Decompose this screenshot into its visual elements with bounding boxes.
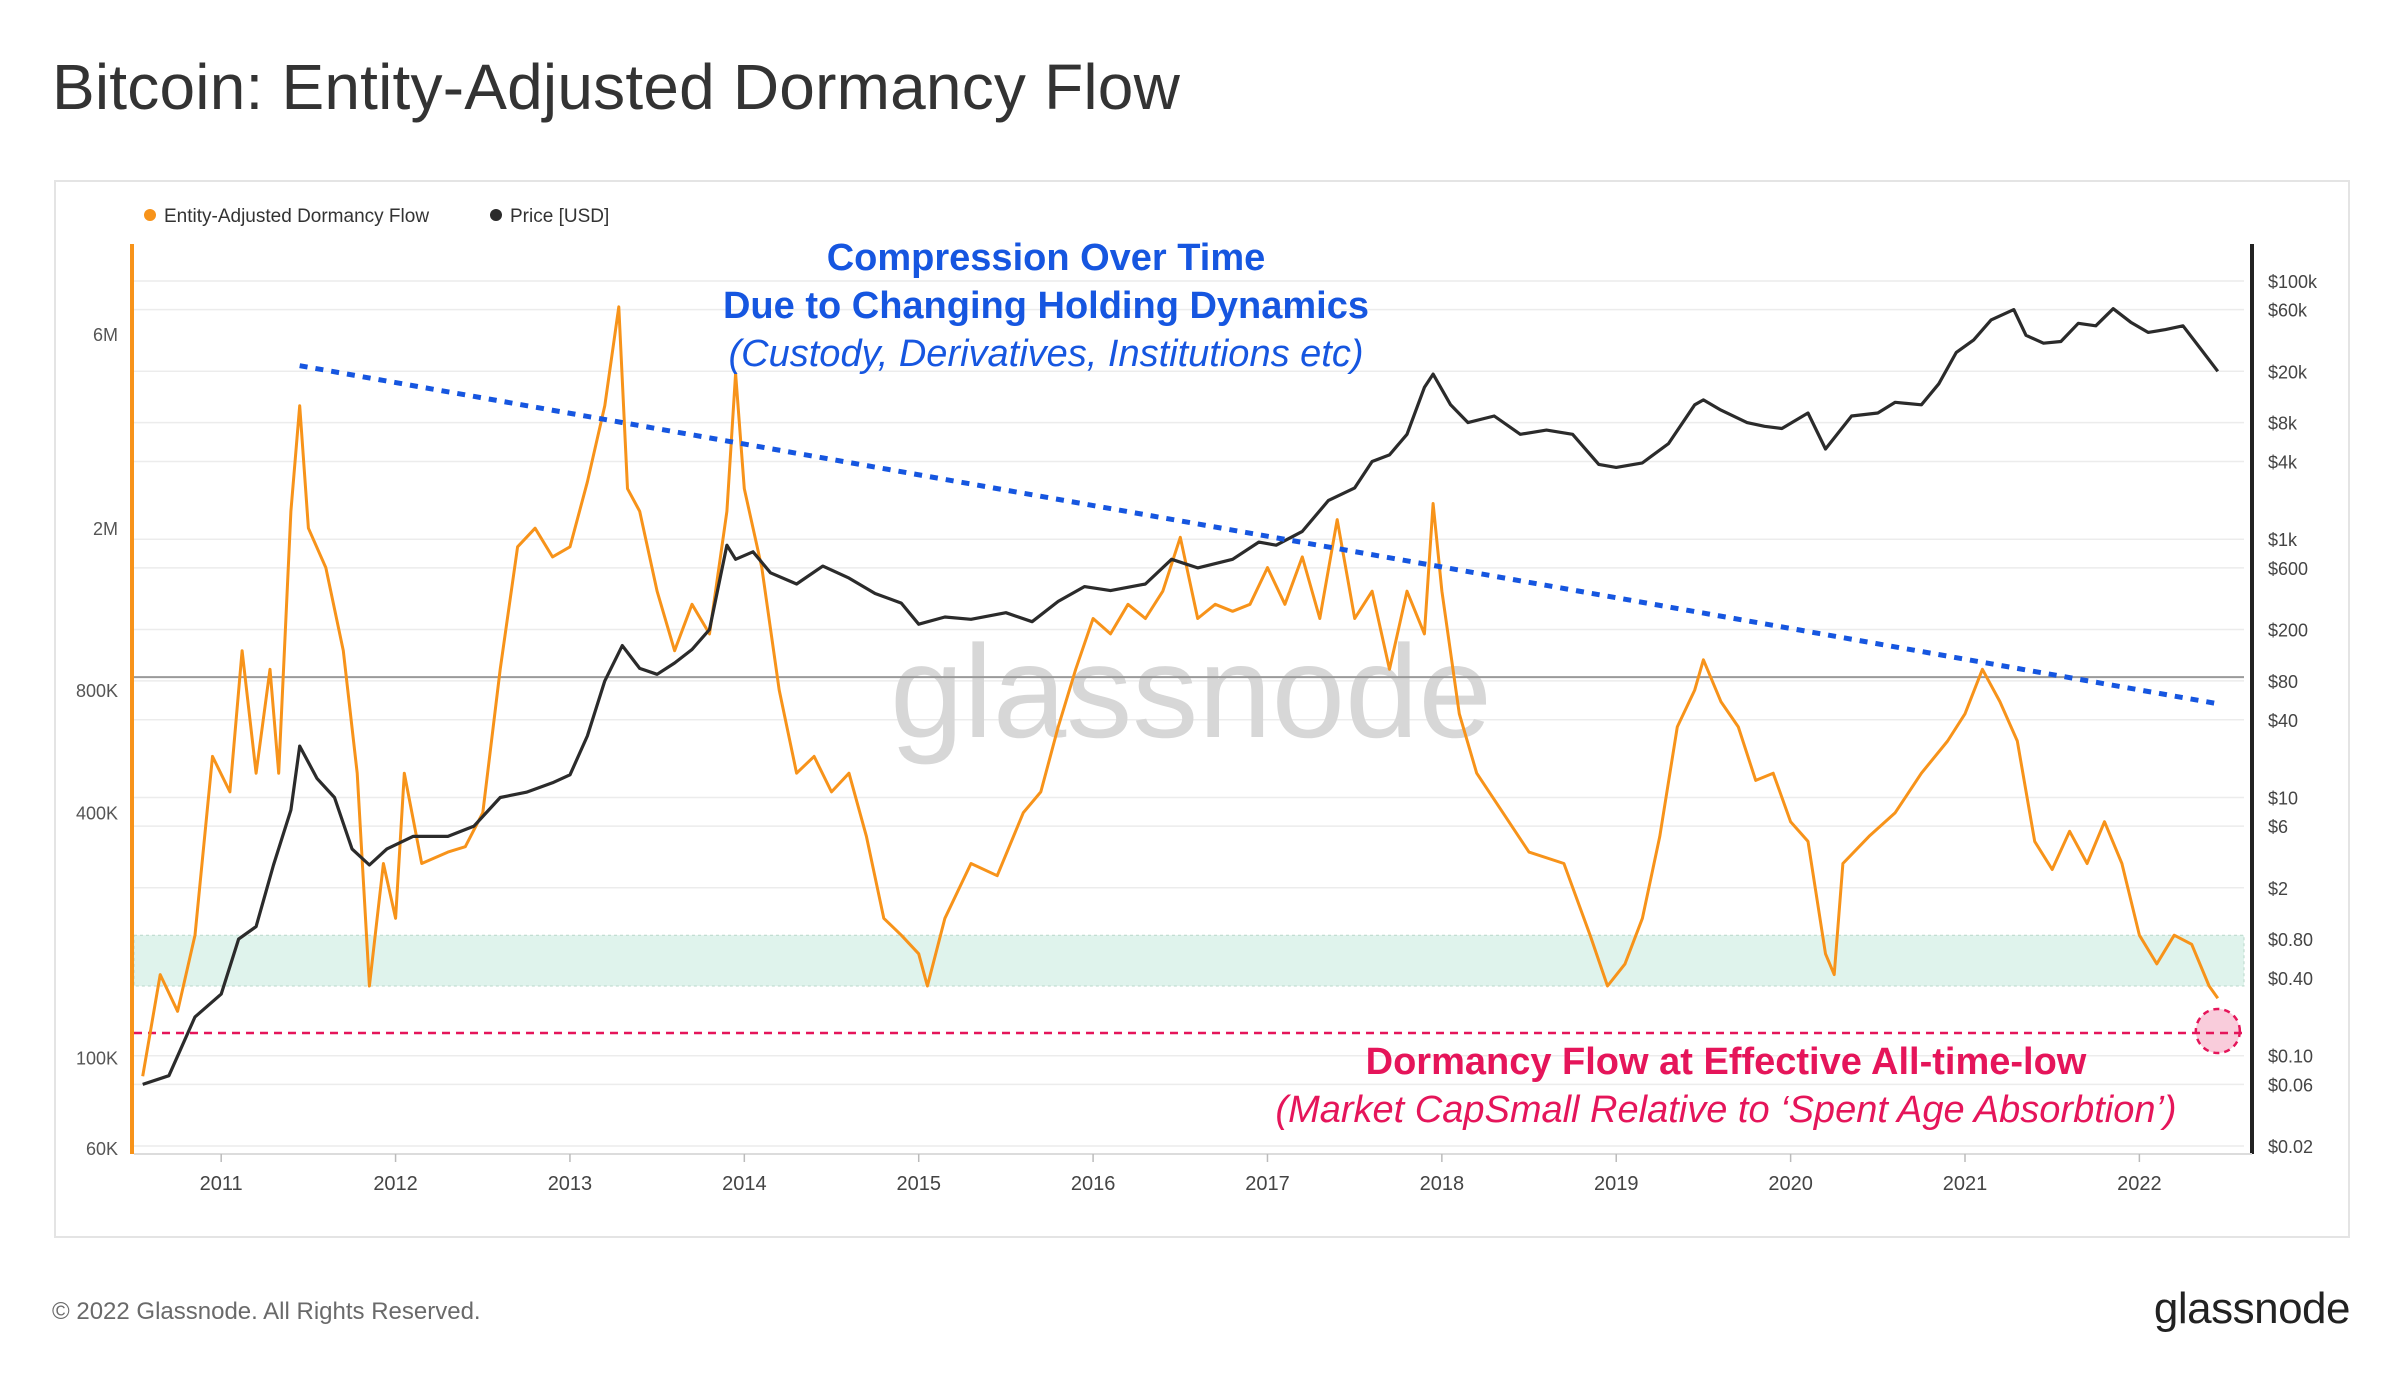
right-tick-label: $100k: [2268, 272, 2318, 292]
right-tick-label: $0.06: [2268, 1075, 2313, 1095]
right-tick-label: $2: [2268, 879, 2288, 899]
trend-title-line-2: Due to Changing Holding Dynamics: [723, 285, 1369, 327]
right-tick-label: $20k: [2268, 362, 2308, 382]
right-tick-label: $6: [2268, 817, 2288, 837]
right-tick-label: $80: [2268, 672, 2298, 692]
dormancy-flow-line: [141, 305, 2220, 1077]
right-tick-label: $0.80: [2268, 930, 2313, 950]
atl-title: Dormancy Flow at Effective All-time-low: [1366, 1041, 2087, 1083]
x-tick-label: 2013: [548, 1173, 593, 1195]
x-tick-label: 2019: [1594, 1173, 1639, 1195]
right-tick-label: $600: [2268, 559, 2308, 579]
compression-trendline: [299, 363, 2219, 707]
left-tick-label: 6M: [93, 325, 118, 345]
left-tick-label: 60K: [86, 1139, 118, 1159]
left-tick-label: 100K: [76, 1049, 118, 1069]
axis-layer: 6M 2M 800K 400K 100K 60K $100k $60k $20k $8k $4k $1…: [76, 244, 2318, 1195]
x-tick-label: 2016: [1071, 1173, 1116, 1195]
x-tick-label: 2021: [1943, 1173, 1988, 1195]
chart-panel: glassnode 6M 2M 800K 400K 100K 60K $100k $60k $2…: [54, 180, 2350, 1238]
legend: Entity-Adjusted Dormancy Flow Price [USD…: [144, 206, 609, 227]
low-band-zone: [133, 934, 2245, 987]
right-tick-label: $0.02: [2268, 1137, 2313, 1157]
x-tick-label: 2014: [722, 1173, 767, 1195]
series-layer: [141, 305, 2220, 1086]
right-tick-label: $40: [2268, 711, 2298, 731]
x-tick-label: 2015: [896, 1173, 941, 1195]
legend-dot-price: [490, 209, 502, 221]
right-tick-label: $200: [2268, 621, 2308, 641]
x-tick-label: 2022: [2117, 1173, 2162, 1195]
left-tick-label: 800K: [76, 681, 118, 701]
price-line: [142, 307, 2220, 1086]
right-tick-label: $10: [2268, 788, 2298, 808]
trend-title-line-1: Compression Over Time: [827, 237, 1266, 279]
right-tick-label: $1k: [2268, 530, 2298, 550]
right-tick-label: $60k: [2268, 301, 2308, 321]
left-tick-label: 2M: [93, 519, 118, 539]
x-tick-label: 2020: [1768, 1173, 1813, 1195]
x-tick-label: 2018: [1420, 1173, 1465, 1195]
x-tick-label: 2012: [373, 1173, 418, 1195]
left-tick-label: 400K: [76, 804, 118, 824]
right-tick-label: $4k: [2268, 453, 2298, 473]
trend-subtitle: (Custody, Derivatives, Institutions etc): [729, 333, 1364, 375]
right-tick-label: $0.10: [2268, 1047, 2313, 1067]
right-tick-label: $8k: [2268, 414, 2298, 434]
glassnode-logo[interactable]: glassnode: [2153, 1284, 2351, 1333]
legend-label-dormancy[interactable]: Entity-Adjusted Dormancy Flow: [164, 206, 429, 227]
watermark-text: glassnode: [890, 618, 1492, 765]
right-tick-label: $0.40: [2268, 969, 2313, 989]
legend-label-price[interactable]: Price [USD]: [510, 206, 609, 227]
x-tick-label: 2011: [200, 1173, 243, 1195]
page-title: Bitcoin: Entity-Adjusted Dormancy Flow: [52, 51, 1181, 123]
annotation-atl: Dormancy Flow at Effective All-time-low …: [1275, 1041, 2176, 1131]
annotation-compression: Compression Over Time Due to Changing Ho…: [723, 237, 1369, 375]
copyright-text: © 2022 Glassnode. All Rights Reserved.: [52, 1298, 481, 1325]
atl-circle-marker: [2194, 1007, 2242, 1055]
legend-dot-dormancy: [144, 209, 156, 221]
dormancy-flow-chart: glassnode 6M 2M 800K 400K 100K 60K $100k $60k $2…: [76, 206, 2318, 1195]
x-tick-label: 2017: [1245, 1173, 1290, 1195]
atl-subtitle: (Market CapSmall Relative to ‘Spent Age …: [1275, 1089, 2176, 1131]
